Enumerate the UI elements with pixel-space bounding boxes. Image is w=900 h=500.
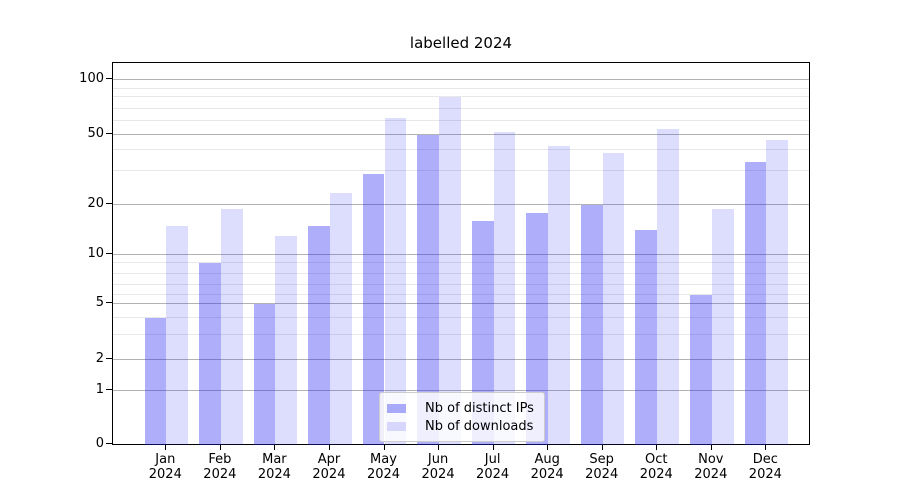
bar-distinct-ips-mar (253, 304, 276, 445)
x-tick-mark-oct (656, 445, 658, 450)
y-tick-mark-50 (106, 133, 112, 134)
bar-downloads-apr (329, 193, 352, 445)
bar-downloads-mar (275, 235, 298, 445)
bar-distinct-ips-sep (580, 205, 603, 445)
y-tick-label-50: 50 (87, 126, 104, 141)
x-tick-mark-jun (438, 445, 440, 450)
gridline-minor-3 (113, 334, 809, 335)
gridline-minor-70 (113, 107, 809, 109)
legend-label-distinct-ips: Nb of distinct IPs (425, 400, 534, 416)
x-tick-mark-apr (328, 445, 330, 450)
y-tick-label-10: 10 (87, 245, 104, 261)
gridline-major-1 (113, 390, 809, 391)
y-tick-label-5: 5 (95, 295, 104, 310)
gridline-minor-9 (113, 262, 809, 263)
x-tick-label-jun: Jun 2024 (421, 452, 455, 482)
bar-distinct-ips-nov (690, 294, 712, 445)
x-tick-label-jan: Jan 2024 (148, 452, 182, 482)
legend-item-downloads: Nb of downloads (387, 418, 536, 434)
x-tick-mark-may (383, 445, 385, 450)
bar-distinct-ips-apr (308, 225, 330, 445)
x-tick-label-jul: Jul 2024 (476, 452, 510, 482)
bar-downloads-sep (602, 153, 625, 445)
y-tick-label-0: 0 (95, 436, 104, 451)
x-tick-mark-nov (710, 445, 712, 450)
bar-downloads-feb (220, 208, 243, 445)
bar-downloads-nov (711, 208, 734, 445)
gridline-minor-8 (113, 272, 809, 274)
y-tick-label-2: 2 (95, 351, 104, 366)
x-tick-mark-sep (601, 445, 603, 450)
x-tick-label-aug: Aug 2024 (530, 452, 564, 482)
x-tick-label-may: May 2024 (366, 452, 401, 482)
bar-downloads-jan (166, 225, 189, 445)
gridline-major-20 (113, 204, 809, 205)
bar-distinct-ips-oct (635, 230, 658, 445)
gridline-minor-40 (113, 148, 809, 150)
bar-distinct-ips-jan (144, 318, 167, 445)
x-tick-label-apr: Apr 2024 (312, 452, 346, 482)
chart-title: labelled 2024 (409, 34, 513, 52)
gridline-minor-6 (113, 293, 809, 295)
plot-area (112, 62, 810, 445)
y-tick-label-20: 20 (87, 196, 104, 211)
gridline-major-100 (113, 79, 809, 80)
bar-distinct-ips-feb (199, 263, 221, 445)
gridline-minor-4 (113, 317, 809, 318)
x-tick-mark-jul (492, 445, 494, 450)
gridline-minor-7 (113, 283, 809, 285)
x-tick-mark-feb (219, 445, 221, 450)
legend-label-downloads: Nb of downloads (425, 418, 534, 434)
gridline-minor-60 (113, 119, 809, 121)
y-tick-mark-10 (106, 252, 112, 254)
legend-item-distinct-ips: Nb of distinct IPs (387, 400, 536, 416)
gridline-minor-90 (113, 87, 809, 89)
gridline-major-10 (113, 253, 809, 255)
y-tick-mark-0 (106, 443, 112, 444)
bar-downloads-jun (439, 97, 461, 445)
x-tick-label-sep: Sep 2024 (585, 452, 619, 482)
y-tick-mark-1 (106, 389, 112, 390)
bar-distinct-ips-may (362, 173, 385, 445)
y-tick-mark-2 (106, 358, 112, 359)
y-tick-mark-100 (106, 78, 112, 79)
x-tick-label-oct: Oct 2024 (639, 452, 673, 482)
x-tick-label-dec: Dec 2024 (748, 452, 782, 482)
gridline-minor-80 (113, 96, 809, 97)
gridline-major-50 (113, 134, 809, 135)
x-tick-label-mar: Mar 2024 (257, 452, 291, 482)
bar-distinct-ips-aug (526, 212, 549, 445)
y-tick-label-100: 100 (79, 71, 104, 86)
x-tick-mark-aug (547, 445, 549, 450)
y-tick-mark-5 (106, 302, 112, 303)
x-tick-mark-jan (165, 445, 167, 450)
x-tick-mark-dec (765, 445, 767, 450)
x-tick-label-feb: Feb 2024 (203, 452, 237, 482)
y-tick-mark-20 (106, 203, 112, 204)
y-tick-label-1: 1 (95, 382, 104, 397)
legend: Nb of distinct IPs Nb of downloads (379, 392, 545, 442)
bar-downloads-oct (657, 128, 680, 445)
legend-swatch-downloads (387, 421, 406, 431)
bar-downloads-may (384, 117, 407, 445)
bar-distinct-ips-dec (744, 161, 767, 445)
legend-swatch-distinct-ips (387, 403, 406, 413)
bar-distinct-ips-jul (471, 220, 494, 445)
x-tick-mark-mar (274, 445, 276, 450)
gridline-major-5 (113, 303, 809, 304)
x-tick-label-nov: Nov 2024 (694, 452, 728, 482)
gridline-major-2 (113, 359, 809, 360)
bar-downloads-jul (493, 131, 516, 445)
bar-downloads-aug (548, 146, 570, 445)
bar-distinct-ips-jun (417, 135, 440, 445)
gridline-minor-30 (113, 170, 809, 171)
bar-downloads-dec (766, 140, 789, 445)
